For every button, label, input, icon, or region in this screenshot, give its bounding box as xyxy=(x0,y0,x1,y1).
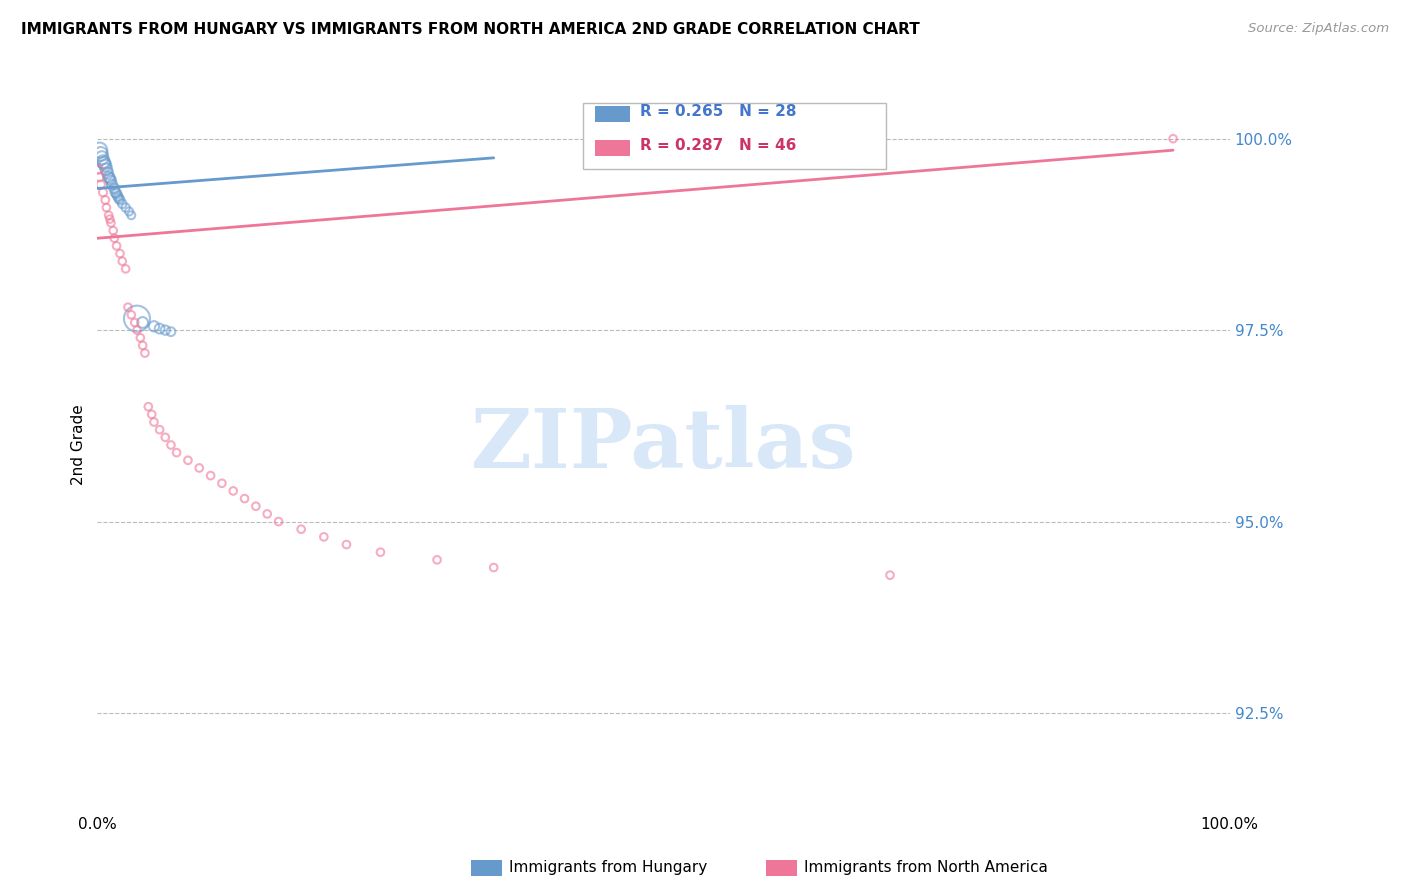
Text: ZIPatlas: ZIPatlas xyxy=(471,405,856,485)
Point xyxy=(117,300,139,314)
Point xyxy=(89,169,111,184)
Point xyxy=(118,204,141,219)
Point xyxy=(155,430,177,444)
Point xyxy=(94,193,117,207)
Point xyxy=(188,461,211,475)
Point xyxy=(111,196,134,211)
Point xyxy=(105,239,128,253)
Point xyxy=(111,254,134,268)
Text: Immigrants from North America: Immigrants from North America xyxy=(804,861,1047,875)
Point xyxy=(124,316,146,330)
Point xyxy=(90,178,112,192)
Point xyxy=(90,147,112,161)
Point xyxy=(96,162,118,177)
Point xyxy=(149,321,172,335)
Point xyxy=(114,261,136,276)
Point xyxy=(107,189,129,203)
Text: Immigrants from Hungary: Immigrants from Hungary xyxy=(509,861,707,875)
Point xyxy=(131,316,153,330)
Point xyxy=(166,445,188,459)
Point xyxy=(93,156,115,170)
Text: R = 0.287   N = 46: R = 0.287 N = 46 xyxy=(640,138,796,153)
Point xyxy=(105,186,128,201)
Point xyxy=(90,151,112,165)
Point xyxy=(426,553,449,567)
Point xyxy=(143,415,166,429)
Point xyxy=(89,143,111,157)
Point xyxy=(98,171,121,186)
Point xyxy=(100,174,122,188)
Point xyxy=(125,311,148,326)
Point xyxy=(94,159,117,173)
Point xyxy=(879,568,901,582)
Point xyxy=(98,212,121,227)
Point xyxy=(233,491,256,506)
Point xyxy=(103,231,125,245)
Point xyxy=(200,468,222,483)
Point xyxy=(222,483,245,498)
Point xyxy=(100,216,122,230)
Point xyxy=(141,408,163,422)
Point xyxy=(120,308,142,322)
Point xyxy=(96,201,118,215)
Point xyxy=(103,224,125,238)
Point xyxy=(131,338,153,352)
Point xyxy=(97,169,120,184)
Point xyxy=(211,476,233,491)
Point xyxy=(104,186,127,200)
Point xyxy=(177,453,200,467)
Point xyxy=(97,208,120,222)
Point xyxy=(96,166,118,180)
Point xyxy=(108,191,131,205)
Point xyxy=(160,438,183,452)
Point xyxy=(245,500,267,514)
Point xyxy=(267,515,290,529)
Point xyxy=(160,325,183,339)
Point xyxy=(256,507,278,521)
Point xyxy=(125,323,148,337)
Point xyxy=(91,154,114,169)
Point xyxy=(143,319,166,334)
Point xyxy=(134,346,156,360)
Point xyxy=(120,208,142,222)
Point xyxy=(335,537,357,551)
Point xyxy=(108,193,131,207)
Point xyxy=(101,178,124,192)
Point xyxy=(114,201,136,215)
Point xyxy=(155,323,177,337)
Point xyxy=(91,186,114,200)
Point xyxy=(108,246,131,260)
Point xyxy=(1161,131,1184,145)
Point xyxy=(370,545,392,559)
Y-axis label: 2nd Grade: 2nd Grade xyxy=(72,405,86,485)
Point xyxy=(136,400,159,414)
Text: IMMIGRANTS FROM HUNGARY VS IMMIGRANTS FROM NORTH AMERICA 2ND GRADE CORRELATION C: IMMIGRANTS FROM HUNGARY VS IMMIGRANTS FR… xyxy=(21,22,920,37)
Point xyxy=(103,181,125,195)
Point xyxy=(482,560,505,574)
Point xyxy=(312,530,335,544)
Point xyxy=(149,423,172,437)
Text: Source: ZipAtlas.com: Source: ZipAtlas.com xyxy=(1249,22,1389,36)
Point xyxy=(87,162,110,177)
Point xyxy=(129,331,152,345)
Point xyxy=(290,522,312,536)
Text: R = 0.265   N = 28: R = 0.265 N = 28 xyxy=(640,104,796,119)
